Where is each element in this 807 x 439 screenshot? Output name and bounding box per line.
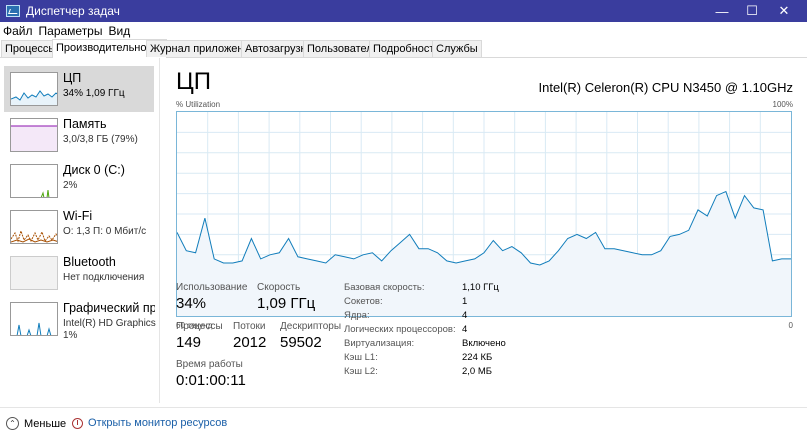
threads-label: Потоки (233, 321, 266, 332)
cores-value: 4 (462, 310, 468, 321)
menu-view[interactable]: Вид (108, 24, 131, 38)
gpu-thumbnail-chart (16, 322, 52, 335)
footer-bar: ⌃ Меньше Открыть монитор ресурсов (0, 407, 807, 439)
close-icon[interactable]: ✕ (778, 3, 790, 18)
open-resource-monitor-link[interactable]: Открыть монитор ресурсов (72, 417, 227, 429)
menu-file[interactable]: Файл (3, 24, 33, 38)
sidebar-item-gpu[interactable]: Графический процессор Intel(R) HD Graphi… (4, 296, 156, 348)
resource-monitor-icon (72, 417, 83, 429)
usage-value: 34% (176, 295, 207, 312)
cpu-thumbnail (10, 72, 58, 106)
sidebar-item-value: 34% 1,09 ГГц (63, 88, 125, 99)
tab-users[interactable]: Пользователи (303, 40, 383, 57)
bluetooth-thumbnail (10, 256, 58, 290)
maximize-icon[interactable]: ☐ (746, 3, 758, 18)
graph-max-label: 100% (772, 100, 793, 109)
sidebar-item-disk[interactable]: Диск 0 (C:) 2% (4, 158, 154, 204)
tab-details[interactable]: Подробности (369, 40, 445, 57)
fewer-details-button[interactable]: ⌃ Меньше (6, 417, 66, 430)
cpu-model-name: Intel(R) Celeron(R) CPU N3450 @ 1.10GHz (538, 80, 793, 95)
l2-cache-label: Кэш L2: (344, 366, 378, 377)
tab-strip: Процессы Производительность Журнал прило… (0, 39, 807, 58)
memory-thumbnail-chart (11, 125, 57, 151)
logical-processors-value: 4 (462, 324, 468, 335)
sockets-value: 1 (462, 296, 468, 307)
tab-processes[interactable]: Процессы (1, 40, 61, 57)
cores-label: Ядра: (344, 310, 370, 321)
sidebar-item-label: Диск 0 (C:) (63, 163, 125, 177)
sidebar-item-label: Графический процессор (63, 301, 155, 315)
resource-monitor-label: Открыть монитор ресурсов (88, 417, 228, 429)
speed-value: 1,09 ГГц (257, 295, 316, 312)
cpu-graph-line (176, 190, 791, 266)
sidebar-item-value: О: 1,3 П: 0 Мбит/с (63, 226, 147, 237)
title-bar: Диспетчер задач — ☐ ✕ (0, 0, 807, 22)
uptime-value: 0:01:00:11 (176, 372, 246, 389)
tab-services[interactable]: Службы (432, 40, 482, 57)
sidebar-item-label: Wi-Fi (63, 209, 93, 223)
sidebar-item-value: 3,0/3,8 ГБ (79%) (63, 134, 138, 145)
sidebar-item-value: Intel(R) HD Graphics (63, 318, 156, 329)
l1-cache-label: Кэш L1: (344, 352, 378, 363)
graph-min-label: 0 (788, 321, 793, 330)
sidebar-item-bluetooth[interactable]: Bluetooth Нет подключения (4, 250, 154, 296)
usage-label: Использование (176, 282, 248, 293)
sidebar-item-cpu[interactable]: ЦП 34% 1,09 ГГц (4, 66, 154, 112)
minimize-icon[interactable]: — (715, 3, 729, 19)
logical-processors-label: Логических процессоров: (344, 324, 456, 335)
tab-startup[interactable]: Автозагрузка (241, 40, 316, 57)
sidebar-item-value-2: 1% (63, 330, 78, 341)
fewer-details-label: Меньше (24, 417, 67, 430)
processes-value: 149 (176, 334, 202, 351)
gpu-thumbnail (10, 302, 58, 336)
base-speed-label: Базовая скорость: (344, 282, 425, 293)
sidebar-item-memory[interactable]: Память 3,0/3,8 ГБ (79%) (4, 112, 154, 158)
resource-list: ЦП 34% 1,09 ГГц Память 3,0/3,8 ГБ (79%) … (0, 58, 160, 403)
uptime-label: Время работы (176, 359, 243, 370)
processes-label: Процессы (176, 321, 223, 332)
sidebar-item-wifi[interactable]: Wi-Fi О: 1,3 П: 0 Мбит/с (4, 204, 154, 250)
tab-app-history[interactable]: Журнал приложений (146, 40, 260, 57)
sidebar-item-value: Нет подключения (63, 272, 145, 283)
menu-bar: Файл Параметры Вид (0, 22, 807, 40)
cpu-graph-svg (176, 112, 791, 316)
graph-y-label: % Utilization (176, 100, 221, 109)
task-manager-icon (6, 5, 20, 17)
sidebar-item-label: Память (63, 117, 107, 131)
disk-thumbnail-chart (40, 189, 50, 197)
cpu-detail-panel: ЦП Intel(R) Celeron(R) CPU N3450 @ 1.10G… (176, 58, 796, 403)
cpu-graph-area (177, 191, 791, 316)
wifi-thumbnail-chart (11, 229, 57, 243)
sidebar-item-label: Bluetooth (63, 255, 116, 269)
sockets-label: Сокетов: (344, 296, 383, 307)
chevron-up-icon: ⌃ (6, 417, 19, 430)
cpu-thumbnail-chart (11, 90, 57, 105)
threads-value: 2012 (233, 334, 267, 351)
cpu-utilization-graph (176, 111, 792, 317)
handles-value: 59502 (280, 334, 322, 351)
graph-time-label: 60 секунд (176, 321, 213, 330)
virtualization-value: Включено (462, 338, 506, 349)
handles-label: Дескрипторы (280, 321, 342, 332)
window-title: Диспетчер задач (26, 4, 120, 18)
base-speed-value: 1,10 ГГц (462, 282, 499, 293)
sidebar-item-value: 2% (63, 180, 78, 191)
wifi-thumbnail (10, 210, 58, 244)
sidebar-item-label: ЦП (63, 71, 82, 85)
l1-cache-value: 224 КБ (462, 352, 493, 363)
page-title: ЦП (176, 68, 212, 95)
memory-thumbnail (10, 118, 58, 152)
tab-performance[interactable]: Производительность (52, 39, 167, 58)
speed-label: Скорость (257, 282, 301, 293)
menu-options[interactable]: Параметры (38, 24, 103, 38)
l2-cache-value: 2,0 МБ (462, 366, 492, 377)
disk-thumbnail (10, 164, 58, 198)
virtualization-label: Виртуализация: (344, 338, 415, 349)
